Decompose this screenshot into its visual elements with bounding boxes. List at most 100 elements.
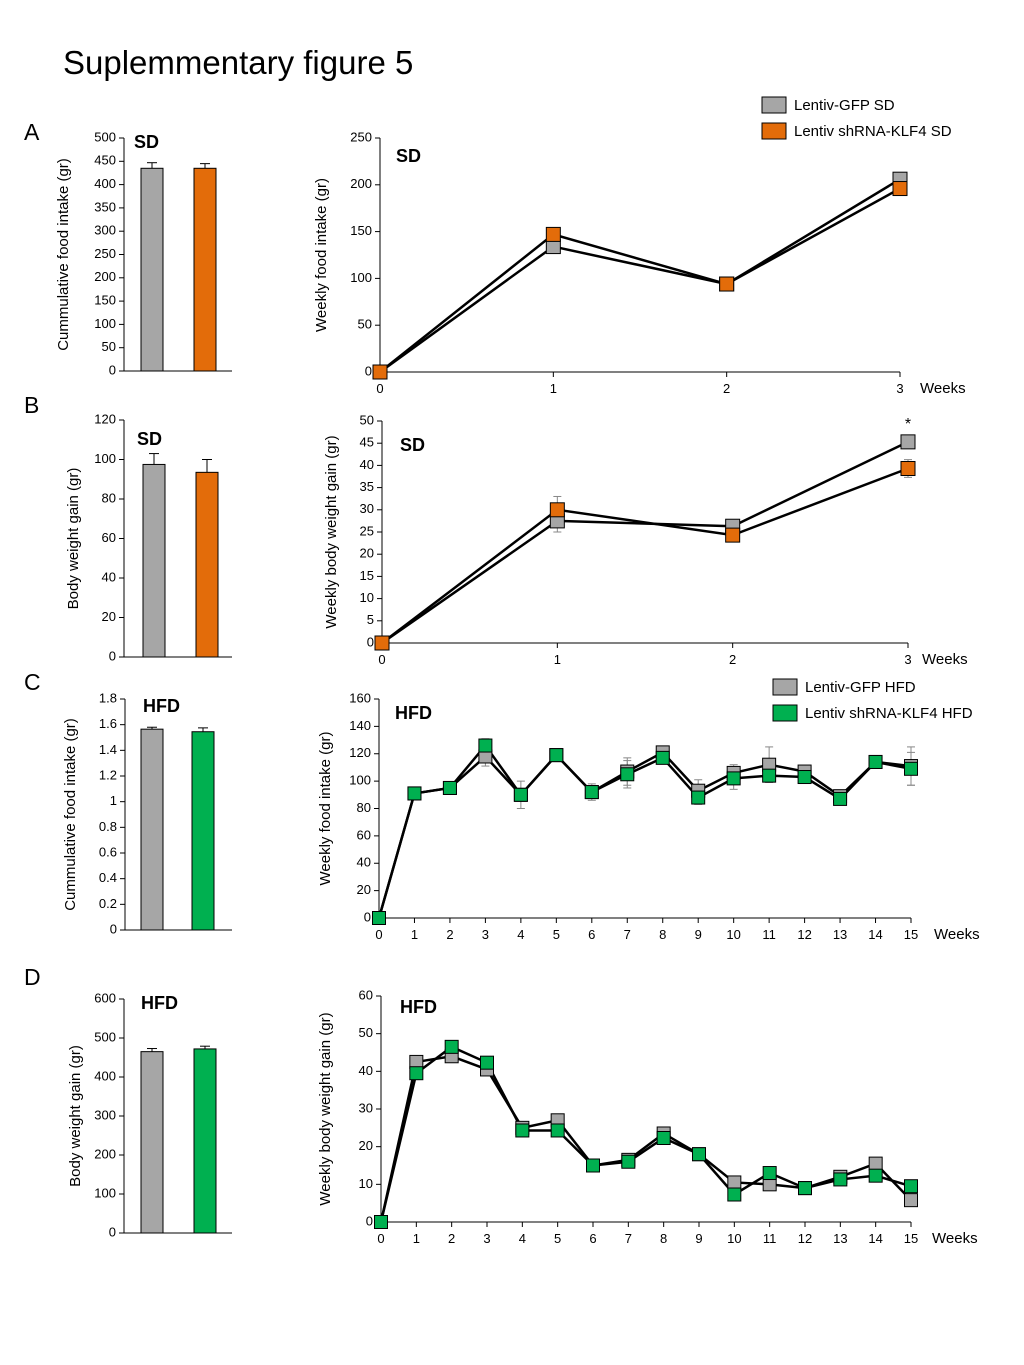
c-line-ytick-label: 100 (349, 773, 371, 788)
c-bar-bar-1 (140, 728, 164, 931)
d-line-series-1-point (904, 1193, 918, 1208)
d-line-series-2-point (374, 1215, 388, 1229)
d-line-series-2-point (480, 1055, 494, 1070)
c-line-ytick-label: 20 (357, 882, 371, 897)
c-line-series-2-point (833, 791, 848, 806)
a-line-xtick-label: 0 (376, 381, 383, 396)
d-line-xtick-label: 9 (695, 1231, 702, 1246)
c-line-series-2-point (904, 761, 918, 776)
c-line-ytick-label: 120 (349, 745, 371, 760)
panel-letter-b: B (24, 392, 39, 418)
c-bar-ytick-label: 1.2 (99, 767, 117, 782)
a-bar-ytick-label: 400 (94, 176, 116, 191)
b-line-ytick-label: 5 (367, 612, 374, 627)
a-line-series-2-point (719, 276, 735, 292)
c-line-condition-tag: HFD (395, 703, 432, 723)
a-line-ytick-label: 100 (350, 270, 372, 285)
c-line-series-2-line (377, 743, 912, 919)
d-line-xtick-label: 3 (483, 1231, 490, 1246)
a-line-series-2-point (372, 364, 388, 380)
c-bar-ytick-label: 1.6 (99, 716, 117, 731)
d-line-series-2-point (550, 1123, 565, 1138)
a-line-series-2-point (892, 181, 908, 197)
a-line-ytick-label: 50 (358, 317, 372, 332)
b-line-ytick-label: 30 (360, 501, 374, 516)
d-bar-ytick-label: 400 (94, 1068, 116, 1083)
a-bar-ytick-label: 350 (94, 199, 116, 214)
a-bar-bar-1 (140, 167, 164, 372)
c-line-xtick-label: 1 (411, 927, 418, 942)
d-bar-ytick-label: 600 (94, 990, 116, 1005)
c-bar-ytick-label: 0.8 (99, 819, 117, 834)
d-line-series-2-line (379, 1045, 912, 1223)
c-line-series-2-point (797, 770, 812, 785)
d-bar-ytick-label: 0 (109, 1224, 116, 1239)
c-line-xtick-label: 9 (695, 927, 702, 942)
b-line-series-2-point (900, 461, 916, 477)
d-line-series-2-point (515, 1123, 530, 1138)
d-line-xtick-label: 13 (833, 1231, 847, 1246)
b-line-ytick-label: 50 (360, 412, 374, 427)
d-line-xtick-label: 15 (904, 1231, 918, 1246)
b-line-xtick-label: 0 (378, 652, 385, 667)
d-line-xtick-label: 7 (625, 1231, 632, 1246)
d-line-xtick-label: 12 (798, 1231, 812, 1246)
a-line-xtick-label: 3 (896, 381, 903, 396)
c-line-ytick-label: 60 (357, 827, 371, 842)
a-line-legend-label-1: Lentiv-GFP SD (794, 97, 895, 114)
d-line-series-1-point (868, 1156, 883, 1171)
c-line-series-2-point (584, 785, 599, 800)
panel-letter-c: C (24, 669, 41, 695)
c-bar-ylabel: Cummulative food intake (gr) (62, 718, 79, 911)
c-line-legend-label-2: Lentiv shRNA-KLF4 HFD (805, 705, 973, 722)
c-line-xtick-label: 13 (833, 927, 847, 942)
a-bar-ytick-label: 500 (94, 129, 116, 144)
c-line-series-2-point (726, 771, 741, 786)
c-line-xtick-label: 6 (588, 927, 595, 942)
a-line-ytick-label: 250 (350, 129, 372, 144)
b-bar-ytick-label: 0 (109, 648, 116, 663)
d-bar-ylabel: Body weight gain (gr) (67, 1045, 84, 1187)
b-line-series-2-line (381, 467, 909, 644)
b-bar-ytick-label: 20 (102, 609, 116, 624)
d-line-ytick-label: 60 (359, 987, 373, 1002)
a-line-xtick-label: 2 (723, 381, 730, 396)
b-bar-ytick-label: 40 (102, 569, 116, 584)
c-line-series-2-point (513, 787, 528, 802)
a-bar-ytick-label: 300 (94, 223, 116, 238)
c-bar-ytick-label: 0.6 (99, 844, 117, 859)
c-line-series-2-point (620, 767, 635, 782)
d-line-xtick-label: 14 (868, 1231, 882, 1246)
c-line-ytick-label: 0 (364, 909, 371, 924)
c-line-xtick-label: 10 (726, 927, 740, 942)
b-line-xlabel: Weeks (922, 651, 968, 668)
c-line-legend-swatch-2 (772, 704, 798, 722)
d-line-series-1-line (379, 1054, 912, 1223)
a-bar-ytick-label: 200 (94, 269, 116, 284)
c-line-ylabel: Weekly food intake (gr) (317, 732, 334, 886)
d-line-ytick-label: 40 (359, 1063, 373, 1078)
panel-letter-d: D (24, 964, 41, 990)
d-line-series-2-point (762, 1166, 777, 1181)
c-line-series-2-point (372, 911, 386, 925)
c-line-xtick-label: 15 (904, 927, 918, 942)
c-line-xtick-label: 12 (797, 927, 811, 942)
a-line-series-1-line (379, 178, 901, 374)
b-line-ytick-label: 25 (360, 523, 374, 538)
d-bar-bar-1 (140, 1051, 164, 1234)
panel-letter-a: A (24, 119, 40, 145)
b-line-series-1-point (900, 434, 916, 450)
a-line-legend-swatch-2 (761, 122, 787, 140)
b-line-series-2-point (374, 635, 390, 651)
a-bar-bar-2 (193, 167, 217, 372)
a-line-ytick-label: 200 (350, 176, 372, 191)
d-line-series-2-point (833, 1172, 848, 1187)
c-line-series-2-point (442, 780, 457, 795)
c-line-ytick-label: 160 (349, 690, 371, 705)
c-line-series-2-point (762, 768, 777, 783)
b-line-significance-marker: * (905, 416, 911, 433)
d-bar-ytick-label: 100 (94, 1185, 116, 1200)
b-line-ylabel: Weekly body weight gain (gr) (323, 435, 340, 628)
c-line-series-2-point (868, 754, 883, 769)
c-line-xlabel: Weeks (934, 926, 980, 943)
